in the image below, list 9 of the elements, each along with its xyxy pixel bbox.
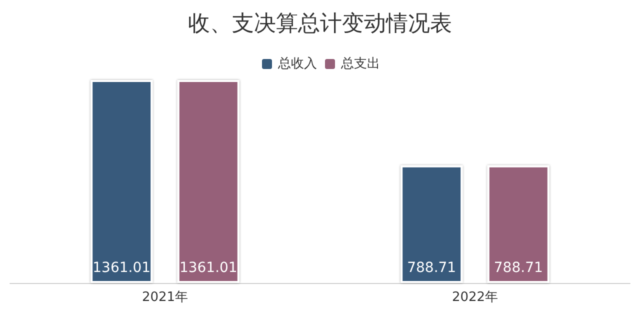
data-label: 1361.01 xyxy=(92,260,151,276)
data-label: 788.71 xyxy=(407,260,456,276)
data-label: 788.71 xyxy=(494,260,543,276)
legend-label: 总收入 xyxy=(277,56,317,72)
data-label: 1361.01 xyxy=(179,260,238,276)
x-tick-label: 2021年 xyxy=(142,290,188,305)
legend-label: 总支出 xyxy=(340,56,380,72)
x-tick-label: 2022年 xyxy=(452,290,498,305)
chart-title: 收、支决算总计变动情况表 xyxy=(188,12,452,36)
